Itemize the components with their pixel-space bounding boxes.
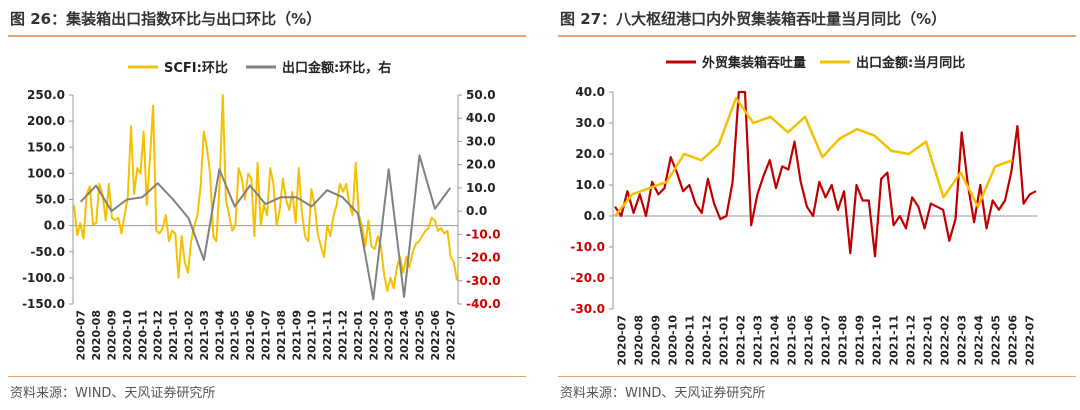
x-tick-label: 2022-03 bbox=[956, 315, 969, 366]
series-line-scfi bbox=[73, 94, 458, 292]
right-y-tick-label: 0.0 bbox=[466, 204, 487, 218]
x-tick-label: 2022-06 bbox=[429, 310, 442, 361]
x-tick-label: 2022-02 bbox=[939, 315, 952, 366]
right-chart-panel: 图 27：八大枢纽港口内外贸集装箱吞吐量当月同比（%） 外贸集装箱吞吐量 出口金额… bbox=[558, 0, 1078, 410]
series-line-foreign-trade bbox=[614, 90, 1037, 258]
right-y-tick-label: 30.0 bbox=[466, 134, 496, 148]
left-footer-rule bbox=[8, 376, 526, 377]
x-tick-label: 2022-06 bbox=[1007, 315, 1020, 366]
x-tick-label: 2022-02 bbox=[367, 310, 380, 361]
legend-label-export-yoy: 出口金额:当月同比 bbox=[856, 55, 965, 71]
left-y-tick-label: -100.0 bbox=[22, 271, 65, 285]
y-tick-label: 0.0 bbox=[584, 209, 605, 223]
x-tick-label: 2020-09 bbox=[106, 310, 119, 361]
x-tick-label: 2022-05 bbox=[414, 310, 427, 361]
right-title-rule bbox=[558, 35, 1076, 37]
x-tick-label: 2020-11 bbox=[684, 315, 697, 366]
left-y-tick-label: -50.0 bbox=[30, 245, 65, 259]
x-tick-label: 2022-04 bbox=[398, 310, 411, 361]
x-tick-label: 2020-12 bbox=[701, 315, 714, 366]
x-tick-label: 2021-01 bbox=[718, 315, 731, 366]
x-tick-label: 2022-01 bbox=[352, 310, 365, 361]
right-legend: 外贸集装箱吞吐量 出口金额:当月同比 bbox=[666, 55, 965, 71]
left-source-note: 资料来源：WIND、天风证券研究所 bbox=[10, 386, 216, 401]
right-y-tick-label: -20.0 bbox=[466, 251, 501, 265]
legend-label-scfi: SCFI:环比 bbox=[164, 60, 228, 76]
right-y-tick-label: -10.0 bbox=[466, 227, 501, 241]
y-tick-label: -20.0 bbox=[570, 271, 605, 285]
series-line-export bbox=[79, 154, 452, 301]
x-tick-label: 2022-07 bbox=[444, 310, 457, 361]
x-tick-label: 2020-07 bbox=[616, 315, 629, 366]
right-y-tick-label: 20.0 bbox=[466, 158, 496, 172]
y-tick-label: 30.0 bbox=[575, 116, 605, 130]
x-tick-label: 2021-06 bbox=[803, 315, 816, 366]
x-tick-label: 2020-09 bbox=[650, 315, 663, 366]
y-tick-label: -30.0 bbox=[570, 302, 605, 316]
y-tick-label: -10.0 bbox=[570, 240, 605, 254]
x-tick-label: 2021-03 bbox=[198, 310, 211, 361]
left-title-rule bbox=[8, 35, 526, 37]
left-chart-panel: 图 26：集装箱出口指数环比与出口环比（%） SCFI:环比 出口金额:环比，右 2… bbox=[8, 0, 528, 410]
right-y-tick-label: 40.0 bbox=[466, 111, 496, 125]
y-tick-label: 40.0 bbox=[575, 85, 605, 99]
left-y-tick-label: 250.0 bbox=[27, 88, 65, 102]
right-y-tick-label: 50.0 bbox=[466, 88, 496, 102]
x-tick-label: 2021-01 bbox=[167, 310, 180, 361]
x-tick-label: 2022-03 bbox=[383, 310, 396, 361]
right-y-tick-label: -40.0 bbox=[466, 297, 501, 311]
right-y-tick-label: -30.0 bbox=[466, 274, 501, 288]
x-tick-label: 2021-07 bbox=[820, 315, 833, 366]
x-tick-label: 2021-08 bbox=[837, 315, 850, 366]
x-tick-label: 2021-10 bbox=[306, 310, 319, 361]
x-tick-label: 2022-05 bbox=[990, 315, 1003, 366]
x-tick-label: 2021-08 bbox=[275, 310, 288, 361]
y-tick-label: 10.0 bbox=[575, 178, 605, 192]
left-legend: SCFI:环比 出口金额:环比，右 bbox=[128, 60, 391, 76]
x-tick-label: 2020-10 bbox=[121, 310, 134, 361]
left-y-tick-label: 100.0 bbox=[27, 166, 65, 180]
x-tick-label: 2020-08 bbox=[90, 310, 103, 361]
x-tick-label: 2020-11 bbox=[136, 310, 149, 361]
left-y-tick-label: 50.0 bbox=[35, 193, 65, 207]
x-tick-label: 2021-02 bbox=[735, 315, 748, 366]
x-tick-label: 2021-05 bbox=[786, 315, 799, 366]
x-tick-label: 2021-06 bbox=[244, 310, 257, 361]
x-tick-label: 2021-03 bbox=[752, 315, 765, 366]
x-tick-label: 2021-02 bbox=[183, 310, 196, 361]
legend-label-export: 出口金额:环比，右 bbox=[282, 60, 391, 76]
right-y-tick-label: 10.0 bbox=[466, 181, 496, 195]
legend-label-foreign-trade: 外贸集装箱吞吐量 bbox=[701, 55, 806, 71]
right-chart-svg: 外贸集装箱吞吐量 出口金额:当月同比 40.0 30.0 20.0 10.0 0.0 -10.… bbox=[570, 55, 1038, 366]
left-chart-svg: SCFI:环比 出口金额:环比，右 250.0 200.0 150.0 100.0 50.0… bbox=[22, 60, 501, 361]
x-tick-label: 2021-11 bbox=[888, 315, 901, 366]
x-tick-label: 2021-04 bbox=[769, 315, 782, 366]
right-source-note: 资料来源：WIND、天风证券研究所 bbox=[560, 386, 766, 401]
x-tick-label: 2021-10 bbox=[871, 315, 884, 366]
x-tick-label: 2020-08 bbox=[633, 315, 646, 366]
left-y-tick-label: 0.0 bbox=[44, 219, 65, 233]
x-tick-label: 2021-09 bbox=[290, 310, 303, 361]
y-tick-label: 20.0 bbox=[575, 147, 605, 161]
right-chart-title: 图 27：八大枢纽港口内外贸集装箱吞吐量当月同比（%） bbox=[560, 10, 947, 28]
series-line-export-yoy bbox=[614, 96, 1013, 217]
x-tick-label: 2020-10 bbox=[667, 315, 680, 366]
left-y-tick-label: 200.0 bbox=[27, 114, 65, 128]
left-chart-title: 图 26：集装箱出口指数环比与出口环比（%） bbox=[10, 10, 322, 28]
x-tick-label: 2021-12 bbox=[905, 315, 918, 366]
right-footer-rule bbox=[558, 376, 1076, 377]
x-tick-label: 2022-07 bbox=[1024, 315, 1037, 366]
x-tick-label: 2020-12 bbox=[152, 310, 165, 361]
x-tick-label: 2021-09 bbox=[854, 315, 867, 366]
x-tick-label: 2020-07 bbox=[75, 310, 88, 361]
x-tick-label: 2021-11 bbox=[321, 310, 334, 361]
left-y-tick-label: -150.0 bbox=[22, 297, 65, 311]
x-tick-label: 2022-04 bbox=[973, 315, 986, 366]
x-tick-label: 2021-07 bbox=[260, 310, 273, 361]
left-y-tick-label: 150.0 bbox=[27, 140, 65, 154]
x-tick-label: 2021-04 bbox=[213, 310, 226, 361]
x-tick-label: 2022-01 bbox=[922, 315, 935, 366]
x-tick-label: 2021-05 bbox=[229, 310, 242, 361]
x-tick-label: 2021-12 bbox=[337, 310, 350, 361]
